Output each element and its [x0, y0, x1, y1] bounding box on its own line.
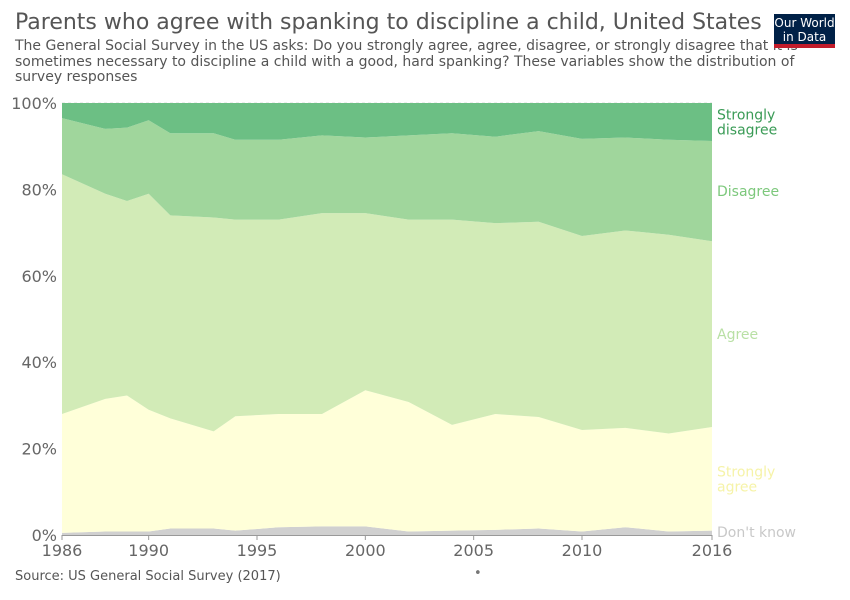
series-label-strongly-disagree: Strongly disagree [717, 108, 777, 139]
series-label-line: Agree [717, 327, 758, 343]
x-tick-label-1995: 1995 [237, 541, 278, 560]
series-label-line: Disagree [717, 184, 779, 200]
owid-logo[interactable]: Our World in Data [774, 14, 835, 48]
series-label-line: Don't know [717, 525, 796, 541]
y-axis: 0% 20% 40% 60% 80% 100% [11, 94, 57, 545]
area-strongly-disagree [62, 103, 712, 142]
series-label-line: agree [717, 479, 757, 495]
x-tick-label-1986: 1986 [42, 541, 83, 560]
x-tick-label-1990: 1990 [128, 541, 169, 560]
series-label-agree: Agree [717, 327, 758, 343]
x-tick-label-2010: 2010 [562, 541, 603, 560]
series-label-don-t-know: Don't know [717, 525, 796, 541]
x-tick-label-2000: 2000 [345, 541, 386, 560]
area-disagree [62, 118, 712, 242]
x-tick-label-2016: 2016 [692, 541, 733, 560]
series-label-line: Strongly [717, 108, 775, 124]
area-agree [62, 174, 712, 434]
y-tick-label-20: 20% [21, 440, 57, 459]
y-tick-label-40: 40% [21, 353, 57, 372]
chart-subtitle: The General Social Survey in the US asks… [15, 38, 798, 85]
y-tick-label-60: 60% [21, 267, 57, 286]
y-tick-label-100: 100% [11, 94, 57, 113]
series-label-strongly-agree: Strongly agree [717, 464, 775, 495]
series-label-line: disagree [717, 123, 777, 139]
x-axis: 1986 1990 1995 2000 2005 2010 2016 [42, 535, 733, 560]
y-tick-label-80: 80% [21, 180, 57, 199]
source-note: Source: US General Social Survey (2017) [15, 569, 281, 584]
chart-title: Parents who agree with spanking to disci… [15, 10, 762, 35]
area-don-t-know [62, 526, 712, 535]
series-label-line: Strongly [717, 464, 775, 480]
stacked-areas [62, 103, 712, 535]
x-tick-label-2005: 2005 [453, 541, 494, 560]
area-strongly-agree [62, 390, 712, 533]
series-label-disagree: Disagree [717, 184, 779, 200]
y-tick-label-0: 0% [32, 526, 57, 545]
footer-dot: • [474, 566, 482, 581]
